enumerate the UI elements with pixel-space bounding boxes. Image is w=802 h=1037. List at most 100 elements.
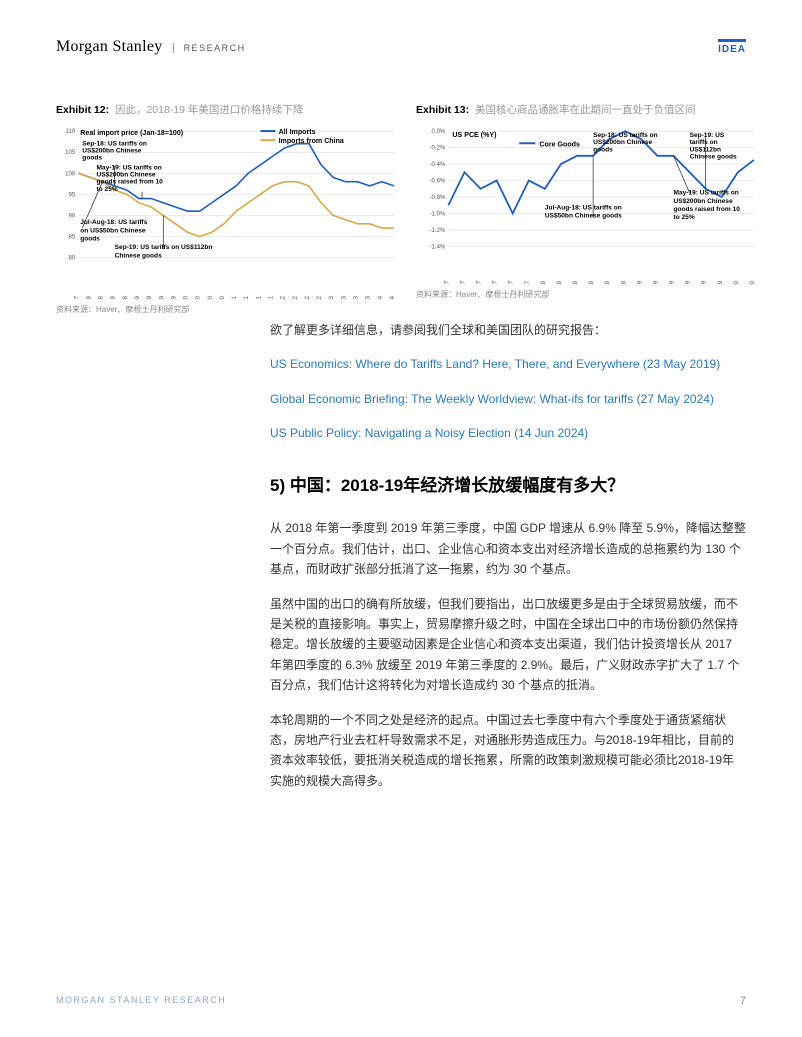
svg-text:Mar-19: Mar-19 <box>653 280 659 285</box>
svg-text:Jun-19: Jun-19 <box>147 295 153 300</box>
svg-text:goods: goods <box>80 236 100 243</box>
svg-text:Jun-23: Jun-23 <box>341 295 347 300</box>
svg-text:Sep-22: Sep-22 <box>305 295 311 300</box>
svg-text:95: 95 <box>68 192 75 198</box>
svg-text:-0.8%: -0.8% <box>430 195 446 201</box>
svg-text:-1.4%: -1.4% <box>430 244 446 250</box>
svg-text:-1.0%: -1.0% <box>430 212 446 218</box>
svg-text:Jan-19: Jan-19 <box>637 280 643 285</box>
svg-text:goods: goods <box>593 146 613 153</box>
svg-text:Sep-18: US tariffs on: Sep-18: US tariffs on <box>82 140 147 147</box>
svg-text:100: 100 <box>65 171 76 177</box>
svg-text:Sep-19: US tariffs on US$112bn: Sep-19: US tariffs on US$112bn <box>115 244 213 251</box>
svg-text:tariffs on: tariffs on <box>690 139 718 146</box>
svg-text:Jan-17: Jan-17 <box>444 280 450 285</box>
svg-text:US$112bn: US$112bn <box>690 146 721 153</box>
svg-text:Dec-23: Dec-23 <box>366 295 372 300</box>
chart-12-source: 资料来源：Haver、摩根士丹利研究部 <box>56 304 400 315</box>
svg-text:Sep-18: US tariffs on: Sep-18: US tariffs on <box>593 132 658 139</box>
svg-text:Jun-18: Jun-18 <box>99 295 105 300</box>
svg-text:Mar-17: Mar-17 <box>460 280 466 285</box>
link-3[interactable]: US Public Policy: Navigating a Noisy Ele… <box>270 423 746 443</box>
paragraph-2: 虽然中国的出口的确有所放缓，但我们要指出，出口放缓更多是由于全球贸易放缓，而不是… <box>270 594 746 696</box>
svg-text:goods raised from 10: goods raised from 10 <box>674 206 741 213</box>
svg-text:Dec-17: Dec-17 <box>74 295 80 300</box>
chart-12-svg: 80859095100105110Dec-17Mar-18Jun-18Sep-1… <box>56 123 400 300</box>
svg-text:Jul-Aug-18: US tariffs on: Jul-Aug-18: US tariffs on <box>545 204 622 211</box>
paragraph-3: 本轮周期的一个不同之处是经济的起点。中国过去七季度中有六个季度处于通货紧缩状态，… <box>270 710 746 792</box>
svg-text:-0.6%: -0.6% <box>430 179 446 185</box>
svg-text:0.0%: 0.0% <box>432 129 446 135</box>
svg-text:-0.2%: -0.2% <box>430 146 446 152</box>
svg-text:Sep-19: Sep-19 <box>159 295 165 300</box>
svg-text:Chinese goods: Chinese goods <box>690 153 737 160</box>
svg-text:on US$50bn Chinese: on US$50bn Chinese <box>80 227 146 234</box>
svg-text:Sep-17: Sep-17 <box>509 280 515 285</box>
page-number: 7 <box>740 995 746 1007</box>
svg-text:US PCE (%Y): US PCE (%Y) <box>452 131 496 139</box>
svg-text:Dec-19: Dec-19 <box>171 295 177 300</box>
chart-13-source: 资料来源：Haver、摩根士丹利研究部 <box>416 289 760 300</box>
exhibit-13-title: 美国核心商品通胀率在此期间一直处于负值区间 <box>475 104 696 116</box>
svg-text:Dec-21: Dec-21 <box>269 295 275 300</box>
brand: Morgan Stanley RESEARCH <box>56 38 246 56</box>
svg-text:Nov-19: Nov-19 <box>718 280 724 285</box>
page-header: Morgan Stanley RESEARCH IDEA <box>56 38 746 56</box>
brand-name: Morgan Stanley <box>56 38 163 56</box>
body-column: 欲了解更多详细信息，请参阅我们全球和美国团队的研究报告： US Economic… <box>270 320 746 805</box>
link-1[interactable]: US Economics: Where do Tariffs Land? Her… <box>270 354 746 374</box>
paragraph-1: 从 2018 年第一季度到 2019 年第三季度，中国 GDP 增速从 6.9%… <box>270 518 746 579</box>
intro-text: 欲了解更多详细信息，请参阅我们全球和美国团队的研究报告： <box>270 320 746 340</box>
idea-badge: IDEA <box>718 39 746 55</box>
exhibit-12-num: Exhibit 12: <box>56 104 109 116</box>
svg-text:Core Goods: Core Goods <box>539 140 580 148</box>
svg-text:Sep-21: Sep-21 <box>256 295 262 300</box>
svg-text:May-19: US tariffs on: May-19: US tariffs on <box>96 165 161 172</box>
svg-text:goods: goods <box>82 154 102 161</box>
svg-text:Mar-20: Mar-20 <box>750 280 756 285</box>
svg-text:Jul-17: Jul-17 <box>493 280 499 285</box>
svg-text:US$200bn Chinese: US$200bn Chinese <box>96 172 155 179</box>
svg-text:Sep-23: Sep-23 <box>353 295 359 300</box>
svg-text:Sep-19: US: Sep-19: US <box>690 132 725 139</box>
svg-text:Mar-21: Mar-21 <box>232 295 238 300</box>
svg-text:Mar-18: Mar-18 <box>86 295 92 300</box>
svg-text:to 25%: to 25% <box>96 186 117 193</box>
brand-sub: RESEARCH <box>173 43 246 53</box>
svg-text:Real import price (Jan-18=100): Real import price (Jan-18=100) <box>80 129 183 137</box>
svg-text:Chinese goods: Chinese goods <box>115 253 162 260</box>
svg-text:US$200bn Chinese: US$200bn Chinese <box>82 147 141 154</box>
svg-text:US$200bn Chinese: US$200bn Chinese <box>593 139 652 146</box>
exhibit-13-num: Exhibit 13: <box>416 104 469 116</box>
svg-text:to 25%: to 25% <box>674 214 695 221</box>
svg-text:80: 80 <box>68 256 75 262</box>
svg-text:Dec-20: Dec-20 <box>220 295 226 300</box>
svg-text:Dec-18: Dec-18 <box>123 295 129 300</box>
svg-text:Mar-19: Mar-19 <box>135 295 141 300</box>
svg-text:Dec-22: Dec-22 <box>317 295 323 300</box>
svg-text:Jun-21: Jun-21 <box>244 295 250 300</box>
svg-text:85: 85 <box>68 235 75 241</box>
svg-text:Jun-24: Jun-24 <box>390 295 396 300</box>
svg-text:Jun-22: Jun-22 <box>293 295 299 300</box>
section-heading: 5) 中国：2018-19年经济增长放缓幅度有多大？ <box>270 472 746 501</box>
svg-text:Jan-18: Jan-18 <box>541 280 547 285</box>
svg-text:Mar-18: Mar-18 <box>557 280 563 285</box>
page-footer: MORGAN STANLEY RESEARCH 7 <box>56 995 746 1007</box>
svg-text:Mar-24: Mar-24 <box>378 295 384 300</box>
exhibit-13-label: Exhibit 13: 美国核心商品通胀率在此期间一直处于负值区间 <box>416 102 760 117</box>
link-2[interactable]: Global Economic Briefing: The Weekly Wor… <box>270 389 746 409</box>
svg-text:Sep-18: Sep-18 <box>605 280 611 285</box>
svg-text:Sep-20: Sep-20 <box>208 295 214 300</box>
svg-text:Sep-19: Sep-19 <box>702 280 708 285</box>
svg-text:Jan-20: Jan-20 <box>734 280 740 285</box>
svg-text:90: 90 <box>68 213 75 219</box>
svg-text:Jul-18: Jul-18 <box>589 280 595 285</box>
svg-text:-0.4%: -0.4% <box>430 162 446 168</box>
svg-text:goods raised from 10: goods raised from 10 <box>96 179 163 186</box>
svg-text:105: 105 <box>65 150 76 156</box>
svg-text:Jul-Aug-18: US tariffs: Jul-Aug-18: US tariffs <box>80 219 147 226</box>
chart-13-svg: -1.4%-1.2%-1.0%-0.8%-0.6%-0.4%-0.2%0.0%J… <box>416 123 760 285</box>
footer-brand: MORGAN STANLEY RESEARCH <box>56 995 226 1007</box>
svg-text:Mar-20: Mar-20 <box>184 295 190 300</box>
